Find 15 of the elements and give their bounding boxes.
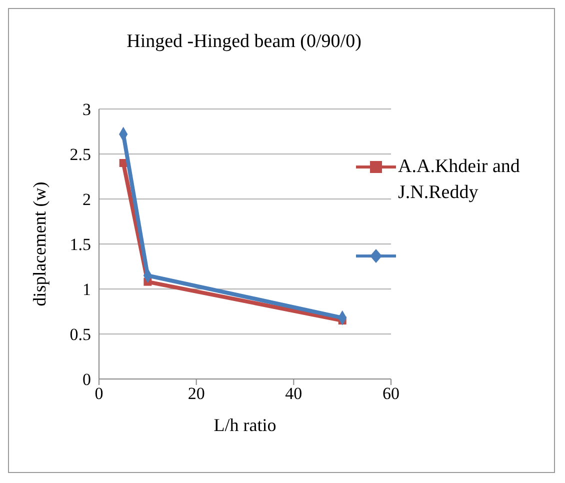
y-tick-label: 1 xyxy=(82,280,91,300)
x-tick-label: 0 xyxy=(94,384,104,404)
legend-label: A.A.Khdeir and J.N.Reddy xyxy=(398,155,521,205)
y-tick-label: 0 xyxy=(82,370,91,390)
y-tick-label: 2 xyxy=(82,190,91,210)
x-tick-label: 20 xyxy=(188,384,205,404)
y-tick-label: 2.5 xyxy=(70,145,91,164)
y-axis-title: displacement (w) xyxy=(29,182,50,306)
y-tick-label: 1.5 xyxy=(70,235,91,254)
x-tick-label: 60 xyxy=(382,384,400,404)
y-tick-label: 0.5 xyxy=(70,325,91,344)
x-axis-title: L/h ratio xyxy=(214,415,276,435)
chart-title: Hinged -Hinged beam (0/90/0) xyxy=(126,31,362,53)
x-tick-label: 40 xyxy=(285,384,302,404)
y-tick-label: 3 xyxy=(82,100,91,120)
